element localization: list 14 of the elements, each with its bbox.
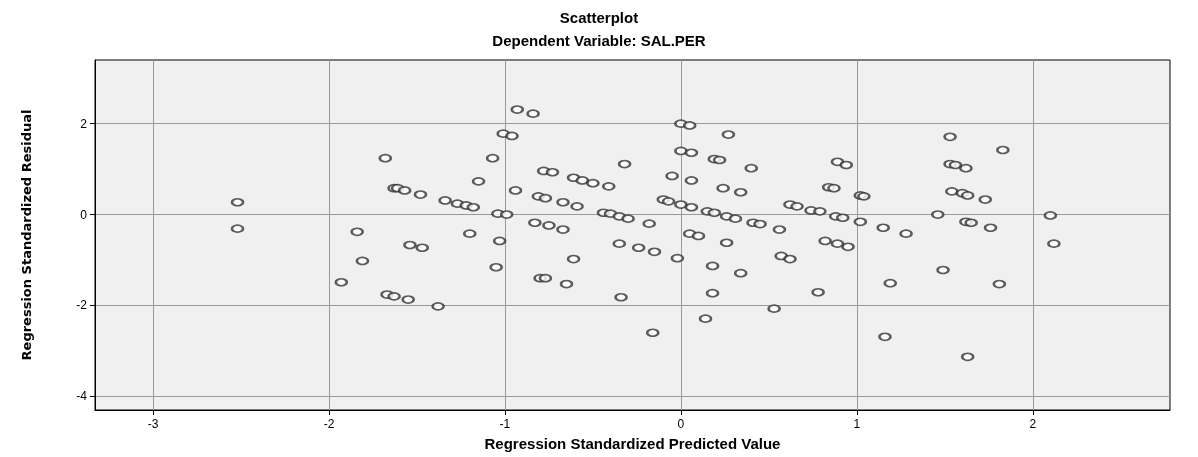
y-tick-label: -4: [76, 389, 88, 404]
x-tick-label: 0: [677, 417, 685, 431]
x-tick-label: -2: [323, 417, 335, 431]
x-tick-label: 2: [1029, 417, 1037, 431]
x-tick-label: -3: [147, 417, 159, 431]
x-axis-title: Regression Standardized Predicted Value: [484, 435, 781, 452]
y-axis-title: Regression Standardized Residual: [19, 109, 34, 361]
y-tick-label: 0: [80, 207, 88, 222]
y-tick-label: 2: [80, 116, 88, 131]
y-tick-label: -2: [76, 298, 88, 313]
chart-subtitle: Dependent Variable: SAL.PER: [492, 32, 706, 49]
x-tick-label: -1: [499, 417, 511, 431]
chart-title: Scatterplot: [559, 9, 639, 26]
x-tick-label: 1: [853, 417, 861, 431]
